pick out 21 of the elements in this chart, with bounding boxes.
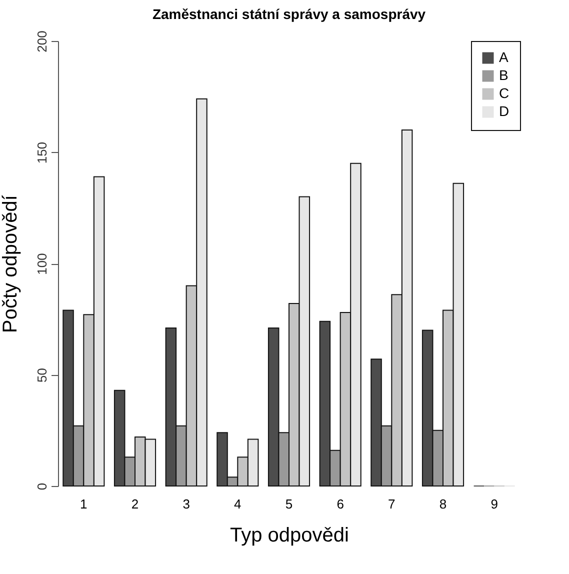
- y-tick-label: 150: [34, 142, 50, 164]
- legend-label: D: [499, 103, 510, 119]
- y-tick-label: 100: [34, 253, 50, 275]
- y-tick-label: 200: [34, 30, 50, 52]
- x-tick-label: 5: [285, 496, 293, 512]
- x-tick-label: 6: [336, 496, 344, 512]
- legend-label: C: [499, 85, 510, 101]
- y-axis-title: Počty odpovědí: [0, 194, 22, 333]
- y-tick-label: 50: [34, 368, 50, 382]
- y-tick-label: 0: [34, 482, 50, 490]
- x-tick-label: 1: [80, 496, 88, 512]
- chart-title: Zaměstnanci státní správy a samosprávy: [152, 6, 426, 22]
- x-axis-title: Typ odpovědi: [230, 524, 349, 546]
- x-tick-label: 9: [490, 496, 498, 512]
- x-tick-label: 8: [439, 496, 447, 512]
- legend-label: B: [499, 67, 508, 83]
- x-tick-label: 4: [234, 496, 242, 512]
- x-tick-label: 7: [388, 496, 396, 512]
- x-tick-label: 2: [131, 496, 139, 512]
- legend-label: A: [499, 49, 509, 65]
- x-tick-label: 3: [182, 496, 190, 512]
